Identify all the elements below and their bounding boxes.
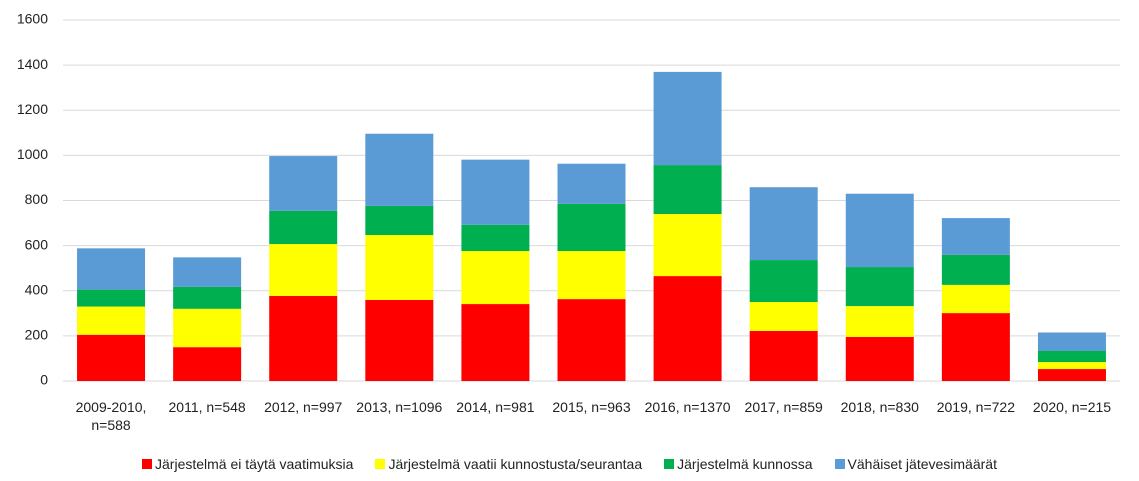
bar-segment <box>173 308 242 348</box>
bar-segment <box>269 156 338 211</box>
bar-segment <box>77 248 146 290</box>
bar-segment <box>941 284 1010 314</box>
bar-segment <box>1037 332 1106 351</box>
bar-segment <box>269 244 338 296</box>
legend-label: Järjestelmä kunnossa <box>677 456 813 472</box>
legend-label: Järjestelmä vaatii kunnostusta/seurantaa <box>388 456 643 472</box>
x-tick-label: 2015, n=963 <box>552 399 631 415</box>
x-tick-label: 2018, n=830 <box>840 399 919 415</box>
bar-segment <box>173 257 242 287</box>
bar-segment <box>557 251 626 300</box>
bar-segment <box>461 159 530 225</box>
bar-segment <box>653 71 722 166</box>
legend-item: Vähäiset jätevesimäärät <box>834 456 997 472</box>
x-tick-label: 2013, n=1096 <box>356 399 443 415</box>
legend-item: Järjestelmä vaatii kunnostusta/seurantaa <box>375 456 642 472</box>
x-tick-label: 2011, n=548 <box>168 399 246 415</box>
x-tick-label: 2014, n=981 <box>456 399 535 415</box>
bar-segment <box>1037 350 1106 363</box>
bar-segment <box>845 193 914 268</box>
bar-segment <box>461 304 530 381</box>
bar-segment <box>365 133 434 206</box>
legend: Järjestelmä ei täytä vaatimuksia Järjeste… <box>0 456 1139 472</box>
legend-swatch <box>834 459 845 469</box>
y-tick-label: 1600 <box>17 11 48 27</box>
bar-segment <box>653 165 722 215</box>
bar-segment <box>77 306 146 335</box>
bar-segment <box>749 302 818 331</box>
bar-segment <box>1037 362 1106 370</box>
legend-swatch <box>664 459 675 469</box>
x-tick-label: 2017, n=859 <box>744 399 823 415</box>
bar-segment <box>365 300 434 381</box>
y-tick-label: 1000 <box>17 146 48 162</box>
bar-segment <box>557 203 626 252</box>
bar-segment <box>845 337 914 381</box>
y-tick-label: 0 <box>40 372 48 388</box>
bar-segment <box>557 163 626 204</box>
bar-segment <box>1037 369 1106 381</box>
bar-segment <box>749 260 818 303</box>
y-tick-label: 600 <box>25 236 49 252</box>
bar-segment <box>749 187 818 261</box>
x-tick-label: 2012, n=997 <box>264 399 343 415</box>
legend-label: Vähäiset jätevesimäärät <box>847 456 997 472</box>
bar-segment <box>365 235 434 301</box>
x-tick-label: 2019, n=722 <box>936 399 1015 415</box>
x-tick-label: 2020, n=215 <box>1032 399 1112 415</box>
bar-segment <box>749 330 818 381</box>
bar-segment <box>557 299 626 381</box>
bar-segment <box>77 289 146 307</box>
bar-segment <box>461 224 530 252</box>
bar-segment <box>845 306 914 338</box>
bar-segment <box>269 295 338 381</box>
y-tick-label: 800 <box>25 191 49 207</box>
y-tick-label: 400 <box>25 281 49 297</box>
x-tick-label: 2009-2010, n=588 <box>75 399 147 433</box>
legend-swatch <box>375 459 386 469</box>
bar-segment <box>653 276 722 381</box>
legend-item: Järjestelmä ei täytä vaatimuksia <box>142 456 353 472</box>
legend-label: Järjestelmä ei täytä vaatimuksia <box>155 456 354 472</box>
legend-item: Järjestelmä kunnossa <box>664 456 813 472</box>
bar-segment <box>941 218 1010 255</box>
y-tick-label: 1400 <box>17 56 48 72</box>
bar-segment <box>77 334 146 381</box>
bar-segment <box>941 254 1010 285</box>
bar-segment <box>173 347 242 381</box>
bar-segment <box>653 214 722 277</box>
bar-segment <box>845 267 914 307</box>
bar-segment <box>365 205 434 236</box>
bar-segment <box>173 286 242 309</box>
bar-segment <box>269 210 338 245</box>
legend-swatch <box>142 459 153 469</box>
x-tick-label: 2016, n=1370 <box>644 399 731 415</box>
y-tick-label: 1200 <box>17 101 48 117</box>
bar-segment <box>461 251 530 305</box>
bar-segment <box>941 313 1010 381</box>
y-tick-label: 200 <box>25 327 49 343</box>
